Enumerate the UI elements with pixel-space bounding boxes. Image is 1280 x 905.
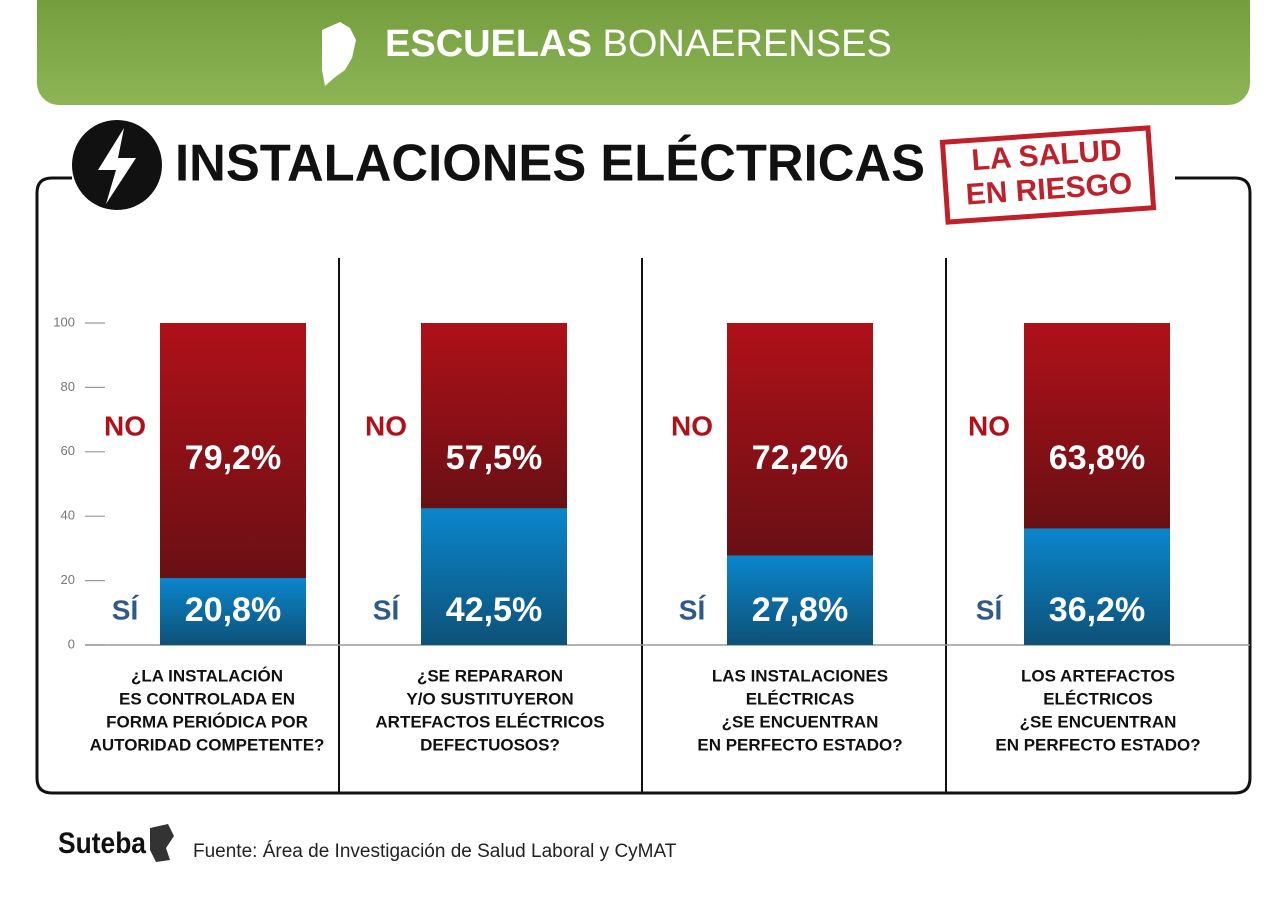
question-line: FORMA PERIÓDICA POR <box>106 712 308 731</box>
question-line: ¿LA INSTALACIÓN <box>131 666 283 685</box>
series-label: NO <box>104 410 146 441</box>
series-label: NO <box>968 410 1010 441</box>
value-label: 42,5% <box>446 591 542 629</box>
question-line: ¿SE REPARARON <box>417 666 563 685</box>
question-line: ES CONTROLADA EN <box>119 689 295 708</box>
bar-segment <box>160 323 306 579</box>
banner-bold: ESCUELAS <box>385 23 592 65</box>
bar-segment <box>727 323 873 556</box>
bar-segment <box>1024 528 1170 645</box>
series-label: SÍ <box>373 594 401 625</box>
bar-segment <box>421 323 567 509</box>
value-label: 20,8% <box>185 591 281 629</box>
question-line: DEFECTUOSOS? <box>420 735 560 754</box>
banner-rest: BONAERENSES <box>602 23 891 65</box>
footer-brand: Suteba <box>58 827 146 860</box>
y-tick-label: 100 <box>53 314 75 329</box>
brand-logo <box>150 824 174 862</box>
y-tick-label: 80 <box>61 379 75 394</box>
question-line: ELÉCTRICOS <box>1043 689 1153 708</box>
series-label: SÍ <box>976 594 1004 625</box>
question-line: AUTORIDAD COMPETENTE? <box>90 735 325 754</box>
question-line: ¿SE ENCUENTRAN <box>1020 712 1177 731</box>
question-line: ARTEFACTOS ELÉCTRICOS <box>375 712 604 731</box>
question-line: Y/O SUSTITUYERON <box>406 689 573 708</box>
bolt <box>98 128 136 204</box>
map-icon <box>322 22 356 86</box>
banner-title: ESCUELAS BONAERENSES <box>385 23 892 65</box>
question-line: LAS INSTALACIONES <box>712 666 888 685</box>
question-line: EN PERFECTO ESTADO? <box>995 735 1200 754</box>
y-tick-label: 40 <box>61 508 75 523</box>
value-label: 63,8% <box>1049 439 1145 477</box>
y-tick-label: 60 <box>61 443 75 458</box>
value-label: 79,2% <box>185 439 281 477</box>
footer-source: Fuente: Área de Investigación de Salud L… <box>193 841 677 862</box>
stamp: LA SALUD EN RIESGO <box>939 125 1157 225</box>
question-line: LOS ARTEFACTOS <box>1021 666 1175 685</box>
question-line: ¿SE ENCUENTRAN <box>722 712 879 731</box>
value-label: 27,8% <box>752 591 848 629</box>
stamp-border <box>939 125 1157 225</box>
series-label: NO <box>365 410 407 441</box>
value-label: 36,2% <box>1049 591 1145 629</box>
value-label: 72,2% <box>752 439 848 477</box>
chart-title: INSTALACIONES ELÉCTRICAS <box>175 135 925 193</box>
series-label: NO <box>671 410 713 441</box>
bar-segment <box>421 508 567 645</box>
bar-segment <box>160 578 306 645</box>
y-tick-label: 0 <box>68 636 75 651</box>
bar-segment <box>1024 323 1170 529</box>
frame <box>35 176 1252 795</box>
bar-segment <box>727 555 873 645</box>
series-label: SÍ <box>112 594 140 625</box>
question-line: EN PERFECTO ESTADO? <box>697 735 902 754</box>
value-label: 57,5% <box>446 439 542 477</box>
question-line: ELÉCTRICAS <box>746 689 855 708</box>
series-label: SÍ <box>679 594 707 625</box>
y-tick-label: 20 <box>61 572 75 587</box>
